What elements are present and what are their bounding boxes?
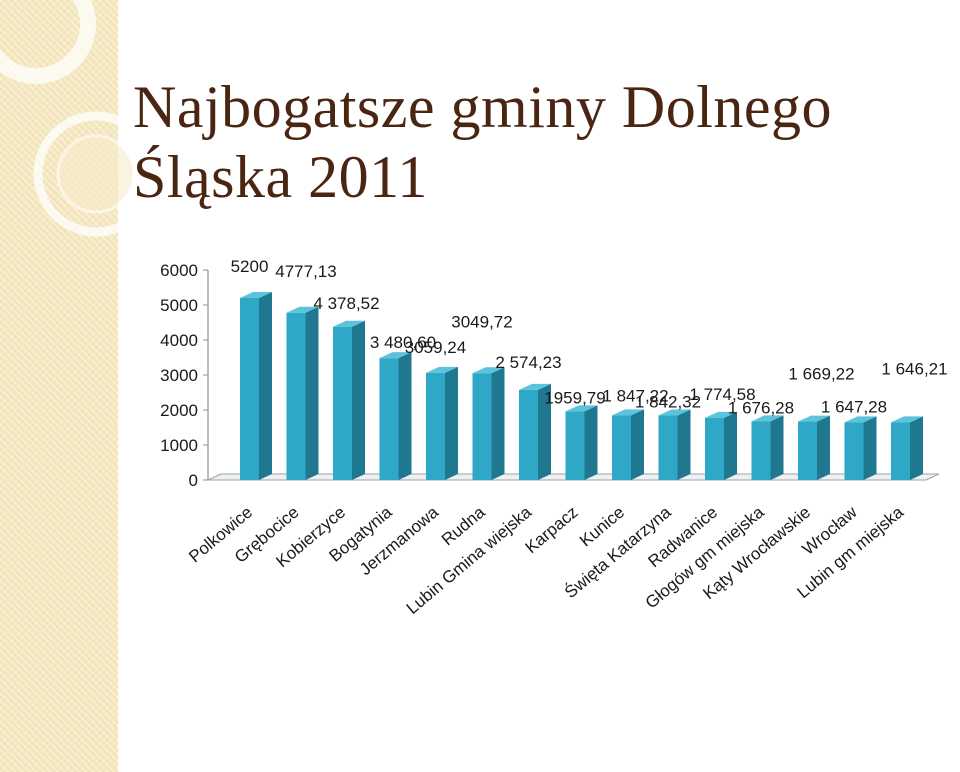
bar-front bbox=[333, 326, 352, 480]
bar-top bbox=[751, 415, 784, 422]
bar-front bbox=[844, 422, 864, 480]
value-label: 1 676,28 bbox=[728, 398, 794, 417]
value-label: 3049,72 bbox=[451, 312, 512, 331]
value-label: 1 774,58 bbox=[689, 385, 755, 404]
value-label: 2 574,23 bbox=[495, 353, 561, 372]
slide-title-line-2: Śląska 2011 bbox=[133, 144, 428, 210]
bar-side bbox=[259, 292, 272, 480]
bar bbox=[286, 306, 319, 480]
bars bbox=[240, 292, 923, 480]
bar-side bbox=[863, 416, 877, 480]
bar-side bbox=[817, 415, 830, 480]
slide-title: Najbogatsze gminy Dolnego Śląska 2011 bbox=[133, 72, 832, 212]
bar-top bbox=[658, 409, 691, 416]
bar-front bbox=[612, 415, 631, 480]
bar-top bbox=[891, 416, 923, 423]
y-tick-label: 2000 bbox=[160, 401, 198, 420]
bar bbox=[565, 405, 598, 480]
value-label: 3059,24 bbox=[405, 338, 466, 357]
decorative-circles bbox=[0, 0, 159, 237]
bar bbox=[612, 409, 644, 480]
bar-front bbox=[751, 421, 771, 480]
bar bbox=[240, 292, 272, 480]
category-labels: PolkowiceGrębociceKobierzyceBogatyniaJer… bbox=[185, 502, 907, 618]
bar-side bbox=[584, 405, 598, 480]
value-label: 4777,13 bbox=[275, 262, 336, 281]
value-label: 1 647,28 bbox=[821, 397, 887, 416]
slide-title-line-1: Najbogatsze gminy Dolnego bbox=[133, 74, 833, 140]
y-tick-label: 6000 bbox=[160, 261, 198, 280]
bar-side bbox=[631, 409, 644, 480]
bar-side bbox=[352, 320, 365, 480]
bar-front bbox=[286, 312, 306, 480]
bar-top bbox=[565, 405, 598, 412]
y-tick-label: 0 bbox=[189, 471, 198, 490]
bar-side bbox=[398, 352, 412, 480]
bar-top bbox=[379, 352, 412, 359]
bar-front bbox=[519, 389, 538, 480]
value-label: 1 646,21 bbox=[881, 359, 947, 378]
bar-side bbox=[910, 416, 923, 480]
bar-side bbox=[770, 415, 784, 480]
bar-side bbox=[305, 306, 319, 480]
bar-front bbox=[705, 417, 724, 480]
bar-front bbox=[798, 421, 817, 480]
value-label: 1 847,22 bbox=[602, 386, 668, 405]
value-label: 1 842,32 bbox=[635, 393, 701, 412]
bar bbox=[379, 352, 412, 480]
bar-chart: 0 1000 2000 3000 4000 5000 6000 5200 4777,13 4 37… bbox=[160, 257, 948, 618]
bar-top bbox=[612, 409, 644, 416]
bar bbox=[426, 366, 458, 480]
category-label: Karpacz bbox=[522, 503, 582, 558]
bar-front bbox=[426, 372, 445, 480]
bar-front bbox=[891, 422, 910, 480]
y-tick-label: 1000 bbox=[160, 436, 198, 455]
bar-side bbox=[677, 409, 691, 480]
bar-front bbox=[472, 373, 492, 480]
bar bbox=[333, 320, 365, 480]
y-tick-label: 5000 bbox=[160, 296, 198, 315]
value-label: 4 378,52 bbox=[313, 294, 379, 313]
bar-front bbox=[565, 411, 585, 480]
bar-side bbox=[491, 367, 505, 480]
bar-top bbox=[844, 416, 877, 423]
bar-top bbox=[426, 366, 458, 373]
bar-side bbox=[445, 366, 458, 480]
bar-top bbox=[705, 411, 737, 418]
value-label: 1 669,22 bbox=[788, 365, 854, 384]
bar-front bbox=[658, 415, 678, 480]
bar-top bbox=[519, 383, 551, 390]
bar bbox=[472, 367, 505, 480]
bar-top bbox=[798, 415, 830, 422]
bar-front bbox=[379, 358, 399, 480]
bar bbox=[891, 416, 923, 480]
bar-side bbox=[538, 383, 551, 480]
bar-front bbox=[240, 298, 259, 480]
bar-side bbox=[724, 411, 737, 480]
bar-top bbox=[333, 320, 365, 327]
bar-top bbox=[286, 306, 319, 313]
bar bbox=[519, 383, 551, 480]
y-tick-label: 3000 bbox=[160, 366, 198, 385]
bar-top bbox=[240, 292, 272, 298]
value-label: 1959,79 bbox=[544, 388, 605, 407]
bar-top bbox=[472, 367, 505, 374]
value-label: 5200 bbox=[231, 257, 269, 276]
bar bbox=[705, 411, 737, 480]
bar bbox=[658, 409, 691, 480]
y-tick-label: 4000 bbox=[160, 331, 198, 350]
bar bbox=[844, 416, 877, 480]
value-label: 3 480,60 bbox=[370, 333, 436, 352]
bar bbox=[751, 415, 784, 480]
bar bbox=[798, 415, 830, 480]
